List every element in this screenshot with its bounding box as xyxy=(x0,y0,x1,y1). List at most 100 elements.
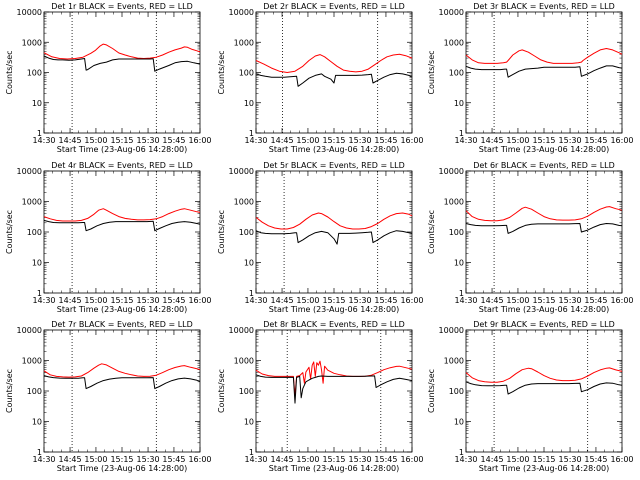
y-tick-label: 10000 xyxy=(17,8,42,17)
x-tick-label: 14:45 xyxy=(59,455,82,464)
x-tick-label: 15:15 xyxy=(322,296,345,305)
panel-title: Det 5r BLACK = Events, RED = LLD xyxy=(263,161,405,170)
x-tick-label: 15:15 xyxy=(532,136,555,145)
detector-panel-6: Det 6r BLACK = Events, RED = LLD 1 10 100 10… xyxy=(427,161,634,314)
y-tick-label: 1000 xyxy=(444,198,464,207)
x-axis-label: Start Time (23-Aug-06 14:28:00) xyxy=(269,464,400,473)
series-line-red-lld xyxy=(465,206,623,222)
y-tick-label: 10 xyxy=(32,99,42,108)
x-tick-label: 16:00 xyxy=(610,136,633,145)
y-tick-label: 1 xyxy=(249,448,254,457)
x-tick-label: 15:45 xyxy=(584,136,607,145)
panel-title: Det 4r BLACK = Events, RED = LLD xyxy=(51,161,193,170)
y-tick-label: 10000 xyxy=(439,326,464,335)
x-tick-label: 16:00 xyxy=(610,455,633,464)
x-tick-label: 15:45 xyxy=(162,455,185,464)
series-line-black-events xyxy=(465,65,623,78)
y-axis-label: Counts/sec xyxy=(427,369,436,413)
x-tick-label: 15:30 xyxy=(349,136,372,145)
y-tick-label: 1 xyxy=(249,129,254,138)
y-tick-label: 1000 xyxy=(234,357,254,366)
y-tick-label: 1000 xyxy=(22,357,42,366)
x-tick-label: 14:45 xyxy=(271,455,294,464)
x-tick-label: 15:30 xyxy=(559,136,582,145)
detector-panel-8: Det 8r BLACK = Events, RED = LLD 1 10 100 10… xyxy=(217,320,424,473)
plot-frame xyxy=(465,11,623,134)
x-tick-label: 14:30 xyxy=(32,455,55,464)
x-tick-label: 15:15 xyxy=(532,296,555,305)
x-tick-label: 15:00 xyxy=(84,455,107,464)
detector-panel-3: Det 3r BLACK = Events, RED = LLD 1 10 100 10… xyxy=(427,2,634,154)
x-tick-label: 15:45 xyxy=(162,136,185,145)
x-axis-label: Start Time (23-Aug-06 14:28:00) xyxy=(479,305,610,314)
series-line-red-lld xyxy=(255,360,413,397)
y-tick-label: 10000 xyxy=(229,8,254,17)
y-tick-label: 1 xyxy=(459,129,464,138)
detector-panel-2: Det 2r BLACK = Events, RED = LLD 1 10 100 10… xyxy=(217,2,424,154)
x-tick-label: 15:00 xyxy=(506,136,529,145)
y-tick-label: 1000 xyxy=(444,38,464,47)
panel-title: Det 1r BLACK = Events, RED = LLD xyxy=(51,2,193,11)
series-line-black-events xyxy=(255,72,413,87)
detector-panel-5: Det 5r BLACK = Events, RED = LLD 1 10 100 10… xyxy=(217,161,424,314)
y-tick-label: 1 xyxy=(37,289,42,298)
y-axis-label: Counts/sec xyxy=(5,50,14,94)
y-axis-label: Counts/sec xyxy=(427,50,436,94)
x-axis-label: Start Time (23-Aug-06 14:28:00) xyxy=(269,305,400,314)
x-tick-label: 14:45 xyxy=(271,136,294,145)
detector-panel-1: Det 1r BLACK = Events, RED = LLD 1 10 100 10… xyxy=(5,2,212,154)
x-tick-label: 14:30 xyxy=(454,136,477,145)
x-axis-label: Start Time (23-Aug-06 14:28:00) xyxy=(57,464,188,473)
x-tick-label: 14:45 xyxy=(481,455,504,464)
x-tick-label: 14:30 xyxy=(32,296,55,305)
series-line-red-lld xyxy=(255,212,413,230)
panel-title: Det 2r BLACK = Events, RED = LLD xyxy=(263,2,405,11)
x-tick-label: 15:45 xyxy=(374,136,397,145)
x-tick-label: 14:45 xyxy=(59,136,82,145)
x-tick-label: 14:45 xyxy=(481,136,504,145)
y-tick-label: 100 xyxy=(27,69,42,78)
x-tick-label: 15:15 xyxy=(110,296,133,305)
y-tick-label: 1 xyxy=(459,289,464,298)
y-tick-label: 10 xyxy=(32,418,42,427)
x-tick-label: 14:30 xyxy=(454,455,477,464)
y-tick-label: 10000 xyxy=(439,167,464,176)
x-tick-label: 16:00 xyxy=(188,455,211,464)
y-axis-label: Counts/sec xyxy=(217,369,226,413)
plot-frame xyxy=(255,170,413,294)
plot-frame xyxy=(43,329,201,453)
detector-panel-9: Det 9r BLACK = Events, RED = LLD 1 10 100 10… xyxy=(427,320,634,473)
panel-title: Det 9r BLACK = Events, RED = LLD xyxy=(473,320,615,329)
series-line-black-events xyxy=(465,381,623,395)
y-axis-label: Counts/sec xyxy=(217,210,226,254)
y-axis-label: Counts/sec xyxy=(5,210,14,254)
x-tick-label: 15:30 xyxy=(137,455,160,464)
panel-title: Det 7r BLACK = Events, RED = LLD xyxy=(51,320,193,329)
y-tick-label: 100 xyxy=(239,387,254,396)
y-tick-label: 10000 xyxy=(17,326,42,335)
y-tick-label: 100 xyxy=(27,228,42,237)
plot-frame xyxy=(43,11,201,134)
series-line-red-lld xyxy=(255,53,413,73)
x-tick-label: 15:15 xyxy=(110,136,133,145)
x-tick-label: 15:45 xyxy=(374,455,397,464)
y-tick-label: 1000 xyxy=(234,198,254,207)
x-tick-label: 15:30 xyxy=(137,136,160,145)
x-tick-label: 14:45 xyxy=(481,296,504,305)
panel-title: Det 6r BLACK = Events, RED = LLD xyxy=(473,161,615,170)
y-tick-label: 10 xyxy=(454,259,464,268)
y-tick-label: 10 xyxy=(32,259,42,268)
series-line-red-lld xyxy=(43,43,201,60)
x-tick-label: 15:00 xyxy=(84,136,107,145)
y-tick-label: 10 xyxy=(244,418,254,427)
y-tick-label: 10 xyxy=(244,99,254,108)
x-tick-label: 15:00 xyxy=(296,296,319,305)
x-axis-label: Start Time (23-Aug-06 14:28:00) xyxy=(479,145,610,154)
x-tick-label: 16:00 xyxy=(188,136,211,145)
y-tick-label: 1000 xyxy=(234,38,254,47)
x-tick-label: 16:00 xyxy=(610,296,633,305)
y-tick-label: 100 xyxy=(239,69,254,78)
x-tick-label: 14:45 xyxy=(59,296,82,305)
y-axis-label: Counts/sec xyxy=(5,369,14,413)
y-axis-label: Counts/sec xyxy=(217,50,226,94)
